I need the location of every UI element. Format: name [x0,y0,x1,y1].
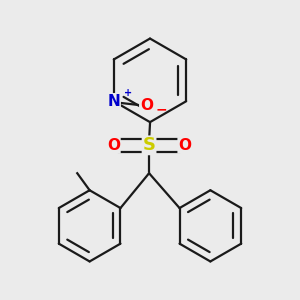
Text: O: O [178,138,191,153]
Text: +: + [124,88,132,98]
Text: O: O [107,138,120,153]
Text: N: N [107,94,120,109]
Text: S: S [142,136,156,154]
Text: −: − [155,102,167,116]
Text: O: O [140,98,153,113]
